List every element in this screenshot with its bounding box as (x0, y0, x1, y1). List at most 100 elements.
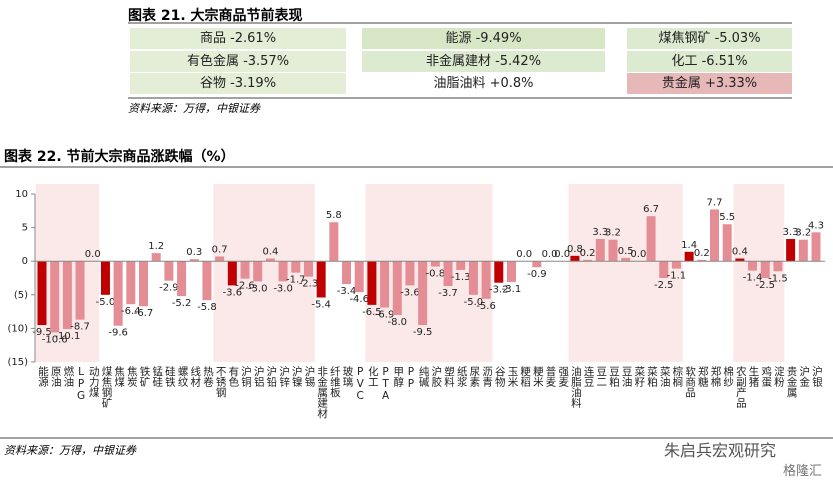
value-label: -3.7 (438, 288, 458, 299)
bar (595, 239, 605, 262)
bar (786, 239, 796, 262)
x-tick-label: LPG (75, 366, 88, 402)
x-tick-label: 强麦 (557, 366, 570, 387)
table-cell: 有色金属 -3.57% (130, 50, 346, 72)
bar (506, 261, 516, 283)
value-label: -1.1 (667, 271, 687, 282)
value-label: -1.4 (743, 273, 763, 284)
chart-title: 图表 22. 节前大宗商品涨跌幅（%） (4, 149, 235, 165)
x-tick-label: 油脂油料 (569, 366, 582, 408)
table-cell: 化工 -6.51% (627, 50, 792, 72)
value-label: -2.5 (755, 280, 775, 291)
bar (329, 222, 339, 262)
value-label: 0.5 (618, 246, 634, 257)
value-label: 3.3 (783, 227, 799, 238)
bar (253, 261, 263, 282)
bar (240, 261, 250, 279)
x-tick-label: 沪锌 (278, 366, 291, 387)
value-label: -3.0 (273, 283, 293, 294)
value-label: -9.5 (32, 327, 52, 338)
value-label: -3.0 (248, 283, 268, 294)
x-tick-label: 豆粕 (607, 366, 620, 387)
x-tick-label: 燃油 (62, 366, 75, 387)
value-label: 4.3 (808, 220, 824, 231)
value-label: -1.5 (768, 273, 788, 284)
value-label: 6.7 (643, 204, 659, 215)
value-label: -8.0 (388, 317, 408, 328)
value-label: 0.2 (580, 248, 596, 259)
bar (697, 259, 707, 262)
value-label: -3.6 (400, 287, 420, 298)
x-tick-label: 农副产品 (734, 366, 747, 408)
x-tick-label: 沪铝 (252, 366, 265, 387)
value-label: 0.4 (262, 247, 278, 258)
bar (303, 261, 313, 277)
value-label: -3.2 (489, 285, 509, 296)
x-tick-label: 化工 (366, 366, 379, 387)
bar (443, 261, 453, 287)
bar (570, 255, 580, 262)
value-label: -5.6 (476, 301, 496, 312)
bar (659, 261, 669, 278)
bar (278, 261, 288, 282)
value-label: -4.6 (349, 294, 369, 305)
value-label: 0.7 (212, 244, 228, 255)
value-label: -6.9 (375, 310, 395, 321)
x-tick-label: 沪铜 (240, 366, 253, 387)
watermark: 朱启兵宏观研究 (664, 441, 777, 460)
value-label: 0.8 (567, 244, 583, 255)
bar (481, 261, 491, 299)
x-tick-label: 煤焦钢矿 (100, 366, 113, 408)
value-label: -3.1 (502, 284, 522, 295)
bar (100, 261, 110, 295)
value-label: 0.0 (630, 249, 646, 260)
x-tick-label: 纤维板 (328, 366, 341, 398)
bar (139, 261, 149, 307)
x-tick-label: 螺纹 (176, 366, 189, 387)
x-tick-label: 甲醇 (392, 366, 405, 387)
value-label: -2.9 (159, 283, 179, 294)
plot-area: (15)(10)(5)0510-9.5-10.6-10.1-8.70.0-5.0… (7, 184, 825, 368)
x-tick-label: 郑棉 (709, 366, 722, 387)
x-tick-label: 热卷 (201, 366, 214, 387)
bar (468, 261, 478, 295)
y-tick-label: (15) (7, 357, 28, 368)
bar (798, 239, 808, 262)
bar (709, 209, 719, 262)
table-cell: 非金属建材 -5.42% (362, 50, 605, 72)
value-label: 1.2 (148, 241, 164, 252)
bar (215, 256, 225, 262)
bar (342, 261, 352, 285)
x-tick-label: 沪锡 (303, 366, 316, 387)
y-tick-label: 0 (22, 256, 28, 267)
bar (760, 261, 770, 278)
bar (392, 261, 402, 315)
value-label: 1.4 (681, 240, 697, 251)
bar (37, 261, 47, 326)
bar (418, 261, 428, 326)
bar (367, 261, 377, 305)
bar (735, 258, 745, 262)
value-label: -9.6 (108, 328, 128, 339)
value-label: 5.8 (326, 210, 342, 221)
value-label: 0.0 (85, 249, 101, 260)
x-tick-label: 纯碱 (417, 366, 430, 387)
bar (773, 261, 783, 272)
x-tick-label: 豆油 (620, 366, 633, 387)
value-label: 0.0 (542, 249, 558, 260)
bar (265, 258, 275, 262)
x-tick-label: 郑糖 (696, 366, 709, 387)
value-label: 3.3 (592, 227, 608, 238)
bar (189, 259, 199, 262)
x-tick-label: 玻璃 (341, 366, 354, 387)
x-tick-label: 尿素 (468, 366, 481, 387)
table-cell: 谷物 -3.19% (130, 73, 346, 94)
table-source: 资料来源：万得，中银证券 (128, 102, 260, 115)
bar (113, 261, 123, 326)
bar (583, 259, 593, 262)
value-label: 0.2 (694, 248, 710, 259)
x-tick-label: 淀粉 (772, 366, 785, 387)
x-tick-label: 沪金 (798, 366, 811, 387)
x-tick-label: 沪镍 (290, 366, 303, 387)
